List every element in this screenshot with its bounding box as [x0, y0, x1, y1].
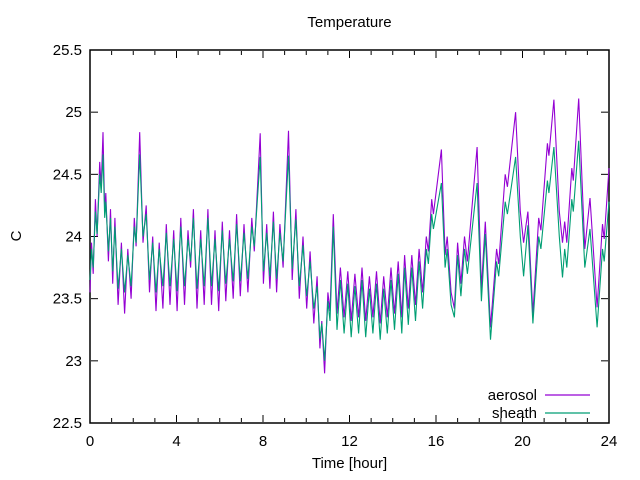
x-tick-label: 0 [86, 433, 94, 450]
x-axis-label: Time [hour] [311, 455, 388, 472]
y-tick-label: 25 [65, 104, 82, 121]
plot-border [89, 49, 610, 424]
x-tick-label: 16 [428, 433, 445, 450]
chart-title: Temperature [307, 14, 392, 31]
x-tick-label: 20 [514, 433, 531, 450]
x-tick-label: 12 [341, 433, 358, 450]
x-tick-label: 8 [259, 433, 267, 450]
y-tick-label: 25.5 [53, 42, 82, 59]
y-tick-label: 24 [65, 229, 82, 246]
y-tick-label: 24.5 [53, 166, 82, 183]
x-tick-label: 24 [601, 433, 618, 450]
legend-label-aerosol: aerosol [488, 387, 537, 404]
y-tick-label: 22.5 [53, 415, 82, 432]
x-tick-label: 4 [172, 433, 180, 450]
series-line-sheath [89, 140, 610, 361]
y-tick-label: 23.5 [53, 291, 82, 308]
series-line-aerosol [89, 98, 610, 374]
y-tick-label: 23 [65, 353, 82, 370]
legend-label-sheath: sheath [492, 405, 537, 422]
